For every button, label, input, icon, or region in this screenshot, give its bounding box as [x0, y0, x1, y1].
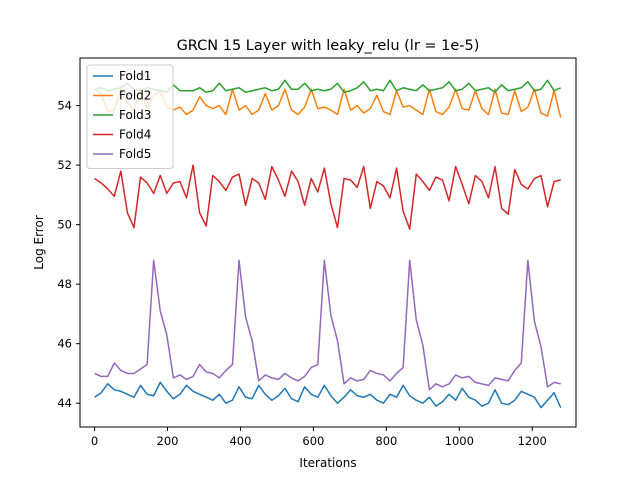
y-tick-label: 50: [57, 218, 72, 232]
legend-label-fold3: Fold3: [119, 108, 151, 122]
x-tick-label: 0: [91, 434, 98, 448]
y-axis-label: Log Error: [32, 215, 46, 270]
x-axis-label: Iterations: [299, 456, 356, 470]
legend-box: [86, 64, 174, 169]
y-tick-label: 52: [57, 158, 72, 172]
plot-frame: [79, 57, 577, 428]
x-tick-label: 800: [375, 434, 397, 448]
legend-label-fold4: Fold4: [119, 128, 151, 142]
legend: Fold1 Fold2 Fold3 Fold4 Fold5: [86, 64, 174, 169]
legend-label-fold5: Fold5: [119, 147, 151, 161]
series-line-fold1: [94, 381, 562, 409]
x-tick-label: 400: [229, 434, 251, 448]
y-tick-label: 48: [57, 277, 72, 291]
series-line-fold5: [94, 259, 561, 391]
chart-title: GRCN 15 Layer with leaky_relu (lr = 1e-5…: [177, 38, 480, 54]
x-tick-label: 1000: [445, 434, 474, 448]
x-tick-label: 1200: [518, 434, 547, 448]
series-line-fold4: [94, 164, 561, 230]
y-tick-label: 44: [57, 396, 72, 410]
y-tick-label: 54: [57, 99, 72, 113]
x-tick-label: 200: [157, 434, 179, 448]
x-tick-label: 600: [302, 434, 324, 448]
legend-label-fold2: Fold2: [119, 89, 151, 103]
axes: 0 200 400 600 800 1000 1200 44 46 48 50 52 54: [57, 99, 547, 448]
y-tick-label: 46: [57, 337, 72, 351]
legend-label-fold1: Fold1: [119, 69, 151, 83]
